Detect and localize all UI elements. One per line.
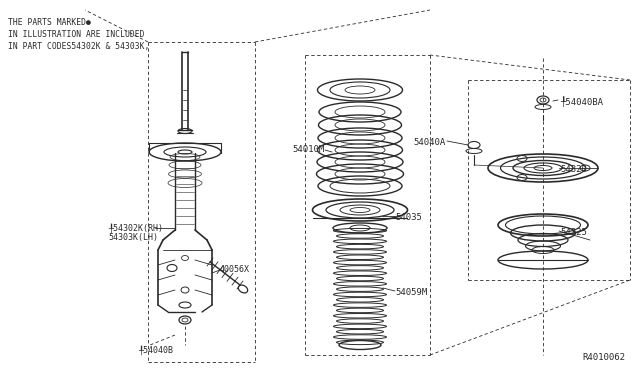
Text: 54010M: 54010M bbox=[292, 145, 324, 154]
Text: 54320: 54320 bbox=[560, 165, 587, 174]
Text: ╀54302K(RH): ╀54302K(RH) bbox=[108, 223, 163, 232]
Text: 54035: 54035 bbox=[395, 213, 422, 222]
Text: 54040A: 54040A bbox=[413, 138, 446, 147]
Text: ╀54040BA: ╀54040BA bbox=[560, 96, 603, 107]
Text: IN PART CODES54302K & 54303K,: IN PART CODES54302K & 54303K, bbox=[8, 42, 149, 51]
Text: 54325: 54325 bbox=[560, 228, 587, 237]
Text: R4010062: R4010062 bbox=[582, 353, 625, 362]
Text: IN ILLUSTRATION ARE INCLUDED: IN ILLUSTRATION ARE INCLUDED bbox=[8, 30, 145, 39]
Text: 40056X: 40056X bbox=[220, 265, 250, 274]
Text: 54059M: 54059M bbox=[395, 288, 428, 297]
Text: 54303K(LH): 54303K(LH) bbox=[108, 233, 158, 242]
Text: THE PARTS MARKED●: THE PARTS MARKED● bbox=[8, 18, 91, 27]
Text: ╀54040B: ╀54040B bbox=[138, 345, 173, 355]
